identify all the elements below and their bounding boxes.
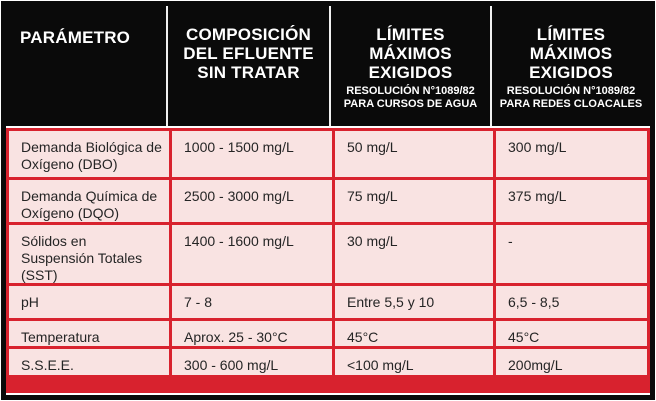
untreated-cell: Aprox. 25 - 30°C xyxy=(172,321,332,346)
water-limit-cell: 30 mg/L xyxy=(335,225,493,283)
table-row-ph: pH 7 - 8 Entre 5,5 y 10 6,5 - 8,5 xyxy=(9,283,647,318)
table-body: Demanda Biológica de Oxígeno (DBO) 1000 … xyxy=(6,128,650,393)
header-title: LÍMITES MÁXIMOS EXIGIDOS xyxy=(529,25,613,82)
untreated-cell: 2500 - 3000 mg/L xyxy=(172,180,332,222)
header-subtitle: RESOLUCIÓN N°1089/82 PARA CURSOS DE AGUA xyxy=(343,85,478,110)
sewer-limit-cell: 375 mg/L xyxy=(496,180,647,222)
untreated-cell: 1400 - 1600 mg/L xyxy=(172,225,332,283)
table-header: PARÁMETRO COMPOSICIÓN DEL EFLUENTE SIN T… xyxy=(6,6,650,126)
table-row-ssee: S.S.E.E. 300 - 600 mg/L <100 mg/L 200mg/… xyxy=(9,346,647,375)
table-row-sst: Sólidos en Suspensión Totales (SST) 1400… xyxy=(9,222,647,283)
param-cell: Demanda Biológica de Oxígeno (DBO) xyxy=(9,131,169,177)
param-cell: pH xyxy=(9,286,169,318)
param-cell: Demanda Química de Oxígeno (DQO) xyxy=(9,180,169,222)
table-row-dbo: Demanda Biológica de Oxígeno (DBO) 1000 … xyxy=(9,131,647,177)
header-cell-limites-redes-cloacales: LÍMITES MÁXIMOS EXIGIDOS RESOLUCIÓN N°10… xyxy=(492,6,650,126)
header-title: PARÁMETRO xyxy=(20,28,131,47)
untreated-cell: 300 - 600 mg/L xyxy=(172,349,332,375)
table-row-dqo: Demanda Química de Oxígeno (DQO) 2500 - … xyxy=(9,177,647,222)
param-cell: S.S.E.E. xyxy=(9,349,169,375)
param-cell: Temperatura xyxy=(9,321,169,346)
table-row-temperatura: Temperatura Aprox. 25 - 30°C 45°C 45°C xyxy=(9,318,647,346)
water-limit-cell: Entre 5,5 y 10 xyxy=(335,286,493,318)
sewer-limit-cell: 300 mg/L xyxy=(496,131,647,177)
sewer-limit-cell: - xyxy=(496,225,647,283)
water-limit-cell: 45°C xyxy=(335,321,493,346)
header-subtitle: RESOLUCIÓN N°1089/82 PARA REDES CLOACALE… xyxy=(499,85,643,110)
header-title: COMPOSICIÓN DEL EFLUENTE SIN TRATAR xyxy=(183,25,314,82)
header-cell-composicion-efluente: COMPOSICIÓN DEL EFLUENTE SIN TRATAR xyxy=(168,6,329,126)
sewer-limit-cell: 45°C xyxy=(496,321,647,346)
water-limit-cell: 50 mg/L xyxy=(335,131,493,177)
header-cell-parametro: PARÁMETRO xyxy=(6,6,166,126)
header-title: LÍMITES MÁXIMOS EXIGIDOS xyxy=(368,25,453,82)
sewer-limit-cell: 200mg/L xyxy=(496,349,647,375)
untreated-cell: 7 - 8 xyxy=(172,286,332,318)
header-cell-limites-cursos-agua: LÍMITES MÁXIMOS EXIGIDOS RESOLUCIÓN N°10… xyxy=(331,6,490,126)
sewer-limit-cell: 6,5 - 8,5 xyxy=(496,286,647,318)
param-cell: Sólidos en Suspensión Totales (SST) xyxy=(9,225,169,283)
water-limit-cell: <100 mg/L xyxy=(335,349,493,375)
untreated-cell: 1000 - 1500 mg/L xyxy=(172,131,332,177)
water-limit-cell: 75 mg/L xyxy=(335,180,493,222)
